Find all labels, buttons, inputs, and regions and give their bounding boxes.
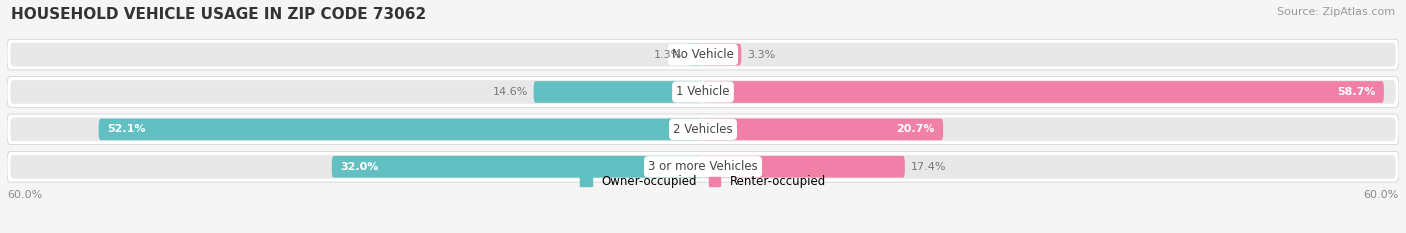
FancyBboxPatch shape: [10, 155, 1396, 178]
FancyBboxPatch shape: [7, 151, 1399, 182]
FancyBboxPatch shape: [7, 39, 1399, 70]
Text: Source: ZipAtlas.com: Source: ZipAtlas.com: [1277, 7, 1395, 17]
Text: 14.6%: 14.6%: [492, 87, 527, 97]
Text: 60.0%: 60.0%: [7, 190, 42, 200]
FancyBboxPatch shape: [703, 81, 1384, 103]
Text: 1 Vehicle: 1 Vehicle: [676, 86, 730, 99]
FancyBboxPatch shape: [7, 77, 1399, 107]
FancyBboxPatch shape: [7, 114, 1399, 145]
Text: 52.1%: 52.1%: [107, 124, 145, 134]
FancyBboxPatch shape: [98, 119, 703, 140]
Text: HOUSEHOLD VEHICLE USAGE IN ZIP CODE 73062: HOUSEHOLD VEHICLE USAGE IN ZIP CODE 7306…: [11, 7, 426, 22]
Text: No Vehicle: No Vehicle: [672, 48, 734, 61]
Legend: Owner-occupied, Renter-occupied: Owner-occupied, Renter-occupied: [575, 171, 831, 193]
FancyBboxPatch shape: [703, 44, 741, 65]
FancyBboxPatch shape: [703, 119, 943, 140]
Text: 20.7%: 20.7%: [897, 124, 935, 134]
FancyBboxPatch shape: [10, 80, 1396, 104]
FancyBboxPatch shape: [332, 156, 703, 178]
FancyBboxPatch shape: [534, 81, 703, 103]
Text: 32.0%: 32.0%: [340, 162, 378, 172]
Text: 17.4%: 17.4%: [911, 162, 946, 172]
Text: 1.3%: 1.3%: [654, 50, 682, 60]
Text: 58.7%: 58.7%: [1337, 87, 1376, 97]
FancyBboxPatch shape: [688, 44, 703, 65]
Text: 3 or more Vehicles: 3 or more Vehicles: [648, 160, 758, 173]
FancyBboxPatch shape: [10, 118, 1396, 141]
FancyBboxPatch shape: [10, 43, 1396, 66]
Text: 60.0%: 60.0%: [1364, 190, 1399, 200]
Text: 3.3%: 3.3%: [747, 50, 775, 60]
Text: 2 Vehicles: 2 Vehicles: [673, 123, 733, 136]
FancyBboxPatch shape: [703, 156, 905, 178]
